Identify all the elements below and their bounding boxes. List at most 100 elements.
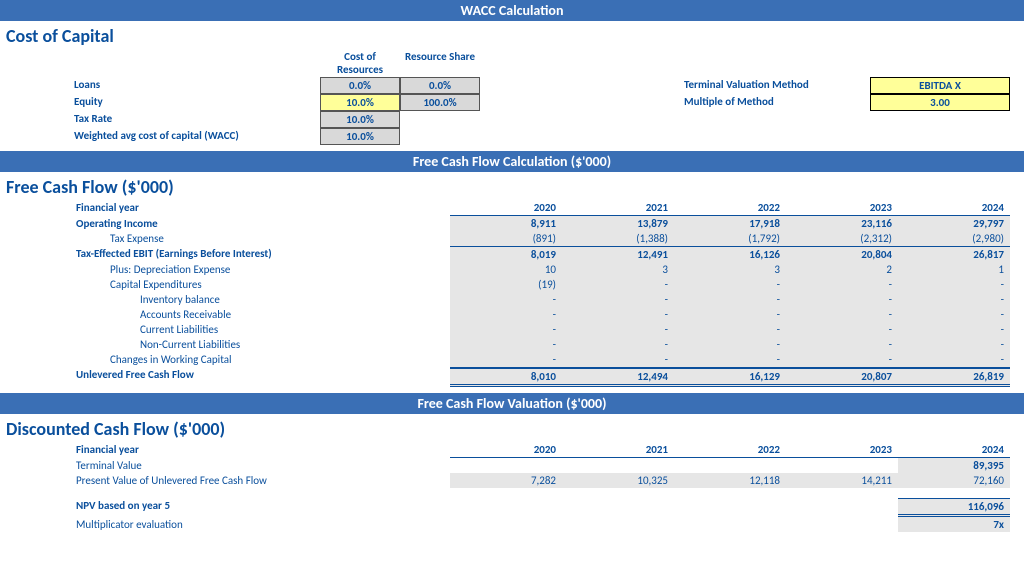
cost-of-capital-grid: Cost of Resources Resource Share Loans 0… — [0, 49, 1024, 145]
dcf-year-1: 2021 — [562, 442, 674, 458]
fcf-cl-label: Current Liabilities — [70, 322, 450, 337]
fcf-cell: - — [786, 337, 898, 352]
fcf-cell: (891) — [450, 231, 562, 246]
fcf-cell: 3 — [562, 262, 674, 277]
fcf-title: Free Cash Flow ($'000) — [0, 172, 1024, 200]
fcf-cell: 26,817 — [898, 246, 1010, 262]
dcf-npv-value: 116,096 — [898, 498, 1010, 517]
coc-header-cost: Cost of Resources — [320, 49, 400, 77]
fcf-year-4: 2024 — [898, 200, 1010, 216]
fcf-cell: - — [674, 352, 786, 367]
fcf-cell: - — [450, 352, 562, 367]
fcf-cell: - — [786, 307, 898, 322]
dcf-cell — [450, 458, 562, 473]
banner-fcf-val: Free Cash Flow Valuation ($'000) — [0, 393, 1024, 414]
fcf-year-0: 2020 — [450, 200, 562, 216]
fcf-cell: 12,494 — [562, 367, 674, 387]
fcf-cell: - — [450, 322, 562, 337]
fcf-dep-label: Plus: Depreciation Expense — [70, 262, 450, 277]
fcf-cell: - — [562, 322, 674, 337]
fcf-cell: - — [898, 307, 1010, 322]
coc-tax-cost: 10.0% — [320, 111, 400, 128]
fcf-tax-exp-label: Tax Expense — [70, 231, 450, 246]
fcf-cell: - — [786, 322, 898, 337]
dcf-cell: 12,118 — [674, 473, 786, 488]
fcf-cell: 20,807 — [786, 367, 898, 387]
terminal-multiple-value[interactable]: 3.00 — [870, 94, 1010, 111]
fcf-cell: 13,879 — [562, 216, 674, 231]
dcf-year-0: 2020 — [450, 442, 562, 458]
fcf-op-income-label: Operating Income — [70, 216, 450, 231]
banner-fcf-calc: Free Cash Flow Calculation ($'000) — [0, 151, 1024, 172]
fcf-tax-ebit-label: Tax-Effected EBIT (Earnings Before Inter… — [70, 246, 450, 262]
coc-loans-label: Loans — [70, 77, 320, 94]
fcf-cell: 3 — [674, 262, 786, 277]
fcf-cell: - — [562, 277, 674, 292]
dcf-year-4: 2024 — [898, 442, 1010, 458]
coc-wacc-cost: 10.0% — [320, 128, 400, 145]
fcf-cell: 8,019 — [450, 246, 562, 262]
fcf-capex-label: Capital Expenditures — [70, 277, 450, 292]
coc-equity-label: Equity — [70, 94, 320, 111]
fcf-cell: - — [674, 337, 786, 352]
dcf-cell: 89,395 — [898, 458, 1010, 473]
fcf-cell: - — [786, 292, 898, 307]
fcf-cell: - — [674, 307, 786, 322]
dcf-grid: Financial year 2020 2021 2022 2023 2024 … — [0, 442, 1024, 532]
dcf-year-2: 2022 — [674, 442, 786, 458]
dcf-year-3: 2023 — [786, 442, 898, 458]
fcf-ar-label: Accounts Receivable — [70, 307, 450, 322]
fcf-wc-label: Changes in Working Capital — [70, 352, 450, 367]
fcf-inv-label: Inventory balance — [70, 292, 450, 307]
fcf-cell: 16,129 — [674, 367, 786, 387]
terminal-multiple-label: Multiple of Method — [680, 94, 870, 111]
dcf-cell — [786, 458, 898, 473]
fcf-cell: 29,797 — [898, 216, 1010, 231]
fcf-cell: - — [898, 292, 1010, 307]
fcf-cell: - — [450, 292, 562, 307]
fcf-cell: - — [562, 352, 674, 367]
dcf-npv-label: NPV based on year 5 — [70, 498, 450, 517]
coc-equity-share: 100.0% — [400, 94, 480, 111]
fcf-cell: - — [562, 292, 674, 307]
terminal-method-label: Terminal Valuation Method — [680, 77, 870, 94]
fcf-cell: (19) — [450, 277, 562, 292]
coc-header-share: Resource Share — [400, 49, 480, 77]
fcf-cell: 16,126 — [674, 246, 786, 262]
dcf-mult-value: 7x — [898, 517, 1010, 532]
fcf-cell: 8,911 — [450, 216, 562, 231]
fcf-cell: - — [674, 277, 786, 292]
coc-loans-cost: 0.0% — [320, 77, 400, 94]
coc-equity-cost[interactable]: 10.0% — [320, 94, 400, 111]
cost-of-capital-title: Cost of Capital — [0, 21, 1024, 49]
fcf-cell: - — [562, 337, 674, 352]
fcf-ncl-label: Non-Current Liabilities — [70, 337, 450, 352]
fcf-cell: - — [786, 277, 898, 292]
coc-loans-share: 0.0% — [400, 77, 480, 94]
fcf-cell: (1,792) — [674, 231, 786, 246]
fcf-cell: - — [898, 322, 1010, 337]
fcf-cell: 23,116 — [786, 216, 898, 231]
dcf-pv-label: Present Value of Unlevered Free Cash Flo… — [70, 473, 450, 488]
fcf-cell: 17,918 — [674, 216, 786, 231]
fcf-cell: - — [450, 307, 562, 322]
coc-tax-label: Tax Rate — [70, 111, 320, 128]
fcf-cell: (2,312) — [786, 231, 898, 246]
fcf-cell: (2,980) — [898, 231, 1010, 246]
fcf-cell: - — [786, 352, 898, 367]
fcf-year-1: 2021 — [562, 200, 674, 216]
fcf-cell: 2 — [786, 262, 898, 277]
fcf-cell: 20,804 — [786, 246, 898, 262]
fcf-year-3: 2023 — [786, 200, 898, 216]
fcf-cell: 26,819 — [898, 367, 1010, 387]
fcf-year-label: Financial year — [70, 200, 450, 216]
dcf-cell: 14,211 — [786, 473, 898, 488]
coc-wacc-label: Weighted avg cost of capital (WACC) — [70, 128, 320, 145]
fcf-cell: - — [898, 277, 1010, 292]
dcf-cell: 10,325 — [562, 473, 674, 488]
banner-wacc: WACC Calculation — [0, 0, 1024, 21]
terminal-method-value[interactable]: EBITDA X — [870, 77, 1010, 94]
fcf-grid: Financial year 2020 2021 2022 2023 2024 … — [0, 200, 1024, 387]
dcf-cell: 7,282 — [450, 473, 562, 488]
fcf-cell: (1,388) — [562, 231, 674, 246]
